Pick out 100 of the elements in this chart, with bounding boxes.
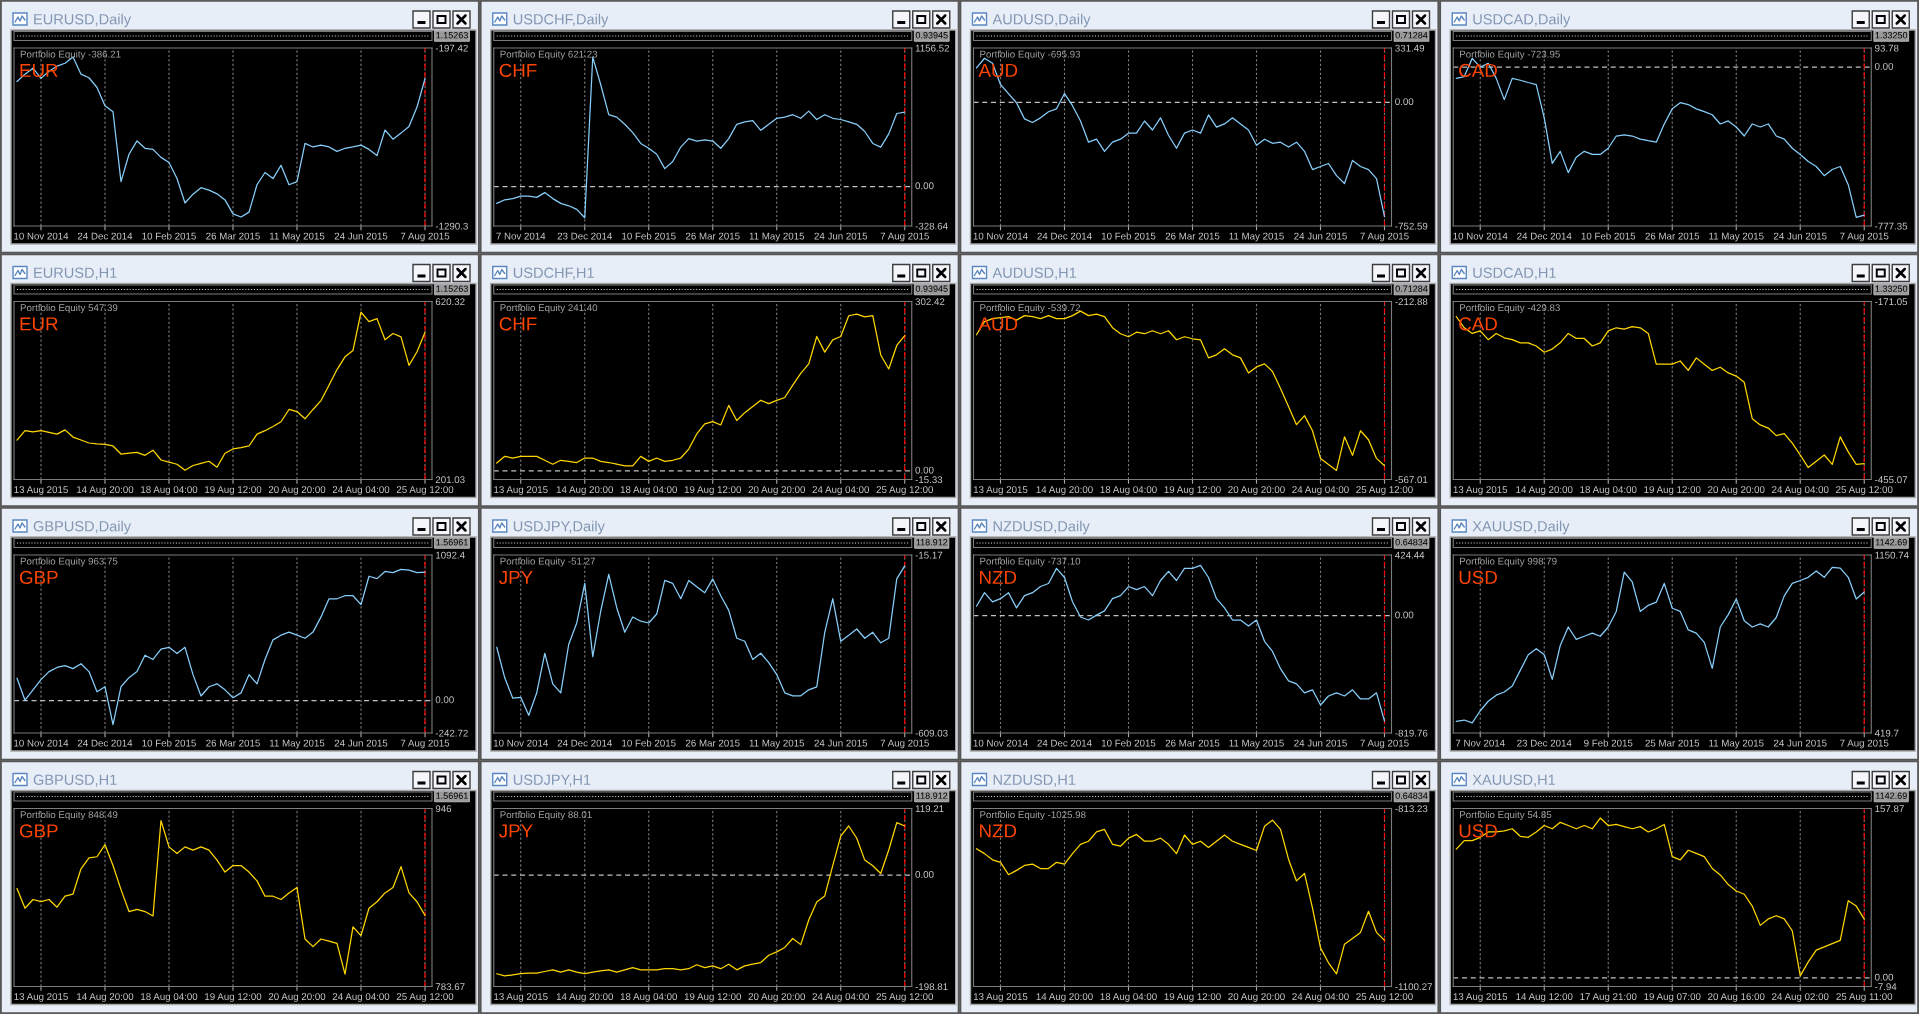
chart-subtitle: Portfolio Equity -386.21 [20, 50, 121, 60]
chart-title: USDJPY,H1 [513, 774, 591, 787]
ref-line-label: 0.00 [915, 870, 934, 878]
y-tick-label: -567.01 [1395, 476, 1428, 484]
chart-title: GBPUSD,Daily [33, 520, 132, 535]
line-series [16, 311, 426, 471]
text: 1.56961 [436, 792, 468, 799]
text: 118.912 [916, 539, 948, 546]
x-tick-label: 18 Aug 04:00 [141, 993, 198, 1002]
x-tick-label: 11 May 2015 [749, 232, 805, 242]
y-tick-label: -15.33 [915, 476, 943, 484]
chart-title: GBPUSD,H1 [33, 774, 117, 787]
x-tick-label: 24 Dec 2014 [77, 739, 133, 747]
x-tick-label: 13 Aug 2015 [973, 486, 1028, 495]
chart-subtitle: Portfolio Equity 621.23 [500, 50, 598, 60]
line-series [496, 313, 906, 467]
y-tick-label: 1150.74 [1875, 551, 1909, 559]
annotation: NZD [980, 824, 1017, 838]
text: 0.71284 [1395, 32, 1428, 39]
x-tick-label: 20 Aug 20:00 [268, 486, 326, 495]
x-tick-label: 14 Aug 20:00 [77, 486, 134, 495]
x-tick-label: 19 Aug 12:00 [1164, 993, 1221, 1002]
x-tick-label: 20 Aug 20:00 [748, 486, 806, 495]
ref-line-label: 0.00 [915, 182, 934, 190]
x-tick-label: 25 Aug 12:00 [1356, 993, 1413, 1002]
x-tick-label: 13 Aug 2015 [14, 993, 68, 1002]
x-tick-label: 25 Aug 12:00 [1356, 486, 1413, 495]
x-tick-label: 24 Dec 2014 [1517, 232, 1572, 240]
line-series [1455, 315, 1865, 469]
chart-subtitle: Portfolio Equity -429.83 [1460, 303, 1560, 314]
chart-title: USDCAD,H1 [1473, 267, 1556, 280]
y-tick-label: -15.17 [915, 551, 943, 559]
ref-line-label: 0.00 [915, 466, 934, 474]
y-tick-label: -198.81 [915, 983, 948, 991]
chart-title: EURUSD,Daily [34, 13, 132, 28]
x-tick-label: 24 Jun 2015 [814, 232, 868, 240]
y-tick-label: 201.03 [435, 476, 465, 484]
x-tick-label: 11 May 2015 [270, 232, 325, 242]
x-tick-label: 18 Aug 04:00 [1100, 993, 1157, 1002]
x-tick-label: 18 Aug 04:00 [1580, 486, 1637, 495]
x-tick-label: 14 Aug 20:00 [77, 993, 134, 1002]
annotation: USD [1459, 570, 1497, 585]
line-series [496, 821, 906, 977]
y-tick-label: 93.78 [1875, 44, 1899, 52]
line-series [496, 565, 906, 716]
y-tick-label: -819.76 [1395, 729, 1428, 737]
x-tick-label: 25 Aug 12:00 [396, 486, 454, 495]
annotation: JPY [499, 824, 533, 838]
x-tick-label: 24 Aug 04:00 [1772, 486, 1829, 495]
annotation: GBP [19, 824, 58, 838]
x-tick-label: 10 Feb 2015 [142, 232, 196, 240]
x-tick-label: 24 Aug 04:00 [1292, 993, 1349, 1002]
chart-title: USDCHF,Daily [513, 13, 609, 28]
x-tick-label: 10 Nov 2014 [14, 232, 69, 240]
x-tick-label: 19 Aug 12:00 [205, 993, 262, 1002]
x-tick-label: 14 Aug 20:00 [1516, 486, 1573, 495]
x-tick-label: 20 Aug 20:00 [1228, 486, 1285, 495]
x-tick-label: 25 Aug 12:00 [876, 486, 934, 495]
y-tick-label: -455.07 [1875, 476, 1908, 484]
x-tick-label: 11 May 2015 [1229, 739, 1284, 749]
x-tick-label: 20 Aug 16:00 [1708, 993, 1765, 1002]
text: 1.33250 [1875, 285, 1908, 292]
x-tick-label: 18 Aug 04:00 [620, 486, 678, 495]
y-tick-label: -328.64 [915, 222, 948, 230]
text: 1142.69 [1875, 792, 1907, 799]
y-tick-label: -1290.3 [435, 222, 468, 230]
x-tick-label: 10 Nov 2014 [1453, 232, 1508, 240]
x-tick-label: 19 Aug 12:00 [205, 486, 262, 495]
y-tick-label: -212.88 [1395, 298, 1428, 306]
x-tick-label: 7 Aug 2015 [880, 232, 929, 242]
chart-subtitle: Portfolio Equity -737.10 [980, 557, 1081, 567]
x-tick-label: 19 Aug 07:00 [1644, 993, 1701, 1002]
x-tick-label: 26 Mar 2015 [685, 232, 740, 240]
x-tick-label: 7 Aug 2015 [400, 232, 450, 242]
x-tick-label: 20 Aug 20:00 [1228, 993, 1285, 1002]
chart-subtitle: Portfolio Equity -695.93 [980, 50, 1081, 60]
chart-subtitle: Portfolio Equity 547.39 [20, 303, 118, 314]
y-tick-label: -1100.27 [1395, 983, 1433, 991]
x-tick-label: 25 Aug 12:00 [1836, 486, 1893, 495]
x-tick-label: 20 Aug 20:00 [748, 993, 806, 1002]
y-tick-label: -609.03 [915, 729, 948, 737]
x-tick-label: 19 Aug 12:00 [1644, 486, 1701, 495]
x-tick-label: 10 Nov 2014 [973, 739, 1028, 747]
x-tick-label: 26 Mar 2015 [685, 739, 740, 747]
x-tick-label: 7 Aug 2015 [880, 739, 929, 749]
chart-title: USDCAD,Daily [1473, 13, 1571, 28]
x-tick-label: 24 Aug 04:00 [1292, 486, 1349, 495]
line-series [1455, 566, 1865, 724]
y-tick-label: 331.49 [1395, 44, 1425, 52]
chart-subtitle: Portfolio Equity -1025.98 [980, 810, 1086, 821]
chart-title: USDJPY,Daily [513, 520, 605, 535]
x-tick-label: 24 Jun 2015 [1294, 739, 1347, 747]
annotation: CHF [499, 63, 537, 78]
text: 1142.69 [1875, 539, 1907, 546]
x-tick-label: 24 Aug 04:00 [812, 486, 870, 495]
x-tick-label: 14 Aug 20:00 [1036, 993, 1093, 1002]
x-tick-label: 14 Aug 20:00 [1036, 486, 1093, 495]
x-tick-label: 14 Aug 20:00 [556, 486, 614, 495]
x-tick-label: 10 Nov 2014 [493, 739, 549, 747]
chart-subtitle: Portfolio Equity 241.40 [500, 303, 598, 314]
